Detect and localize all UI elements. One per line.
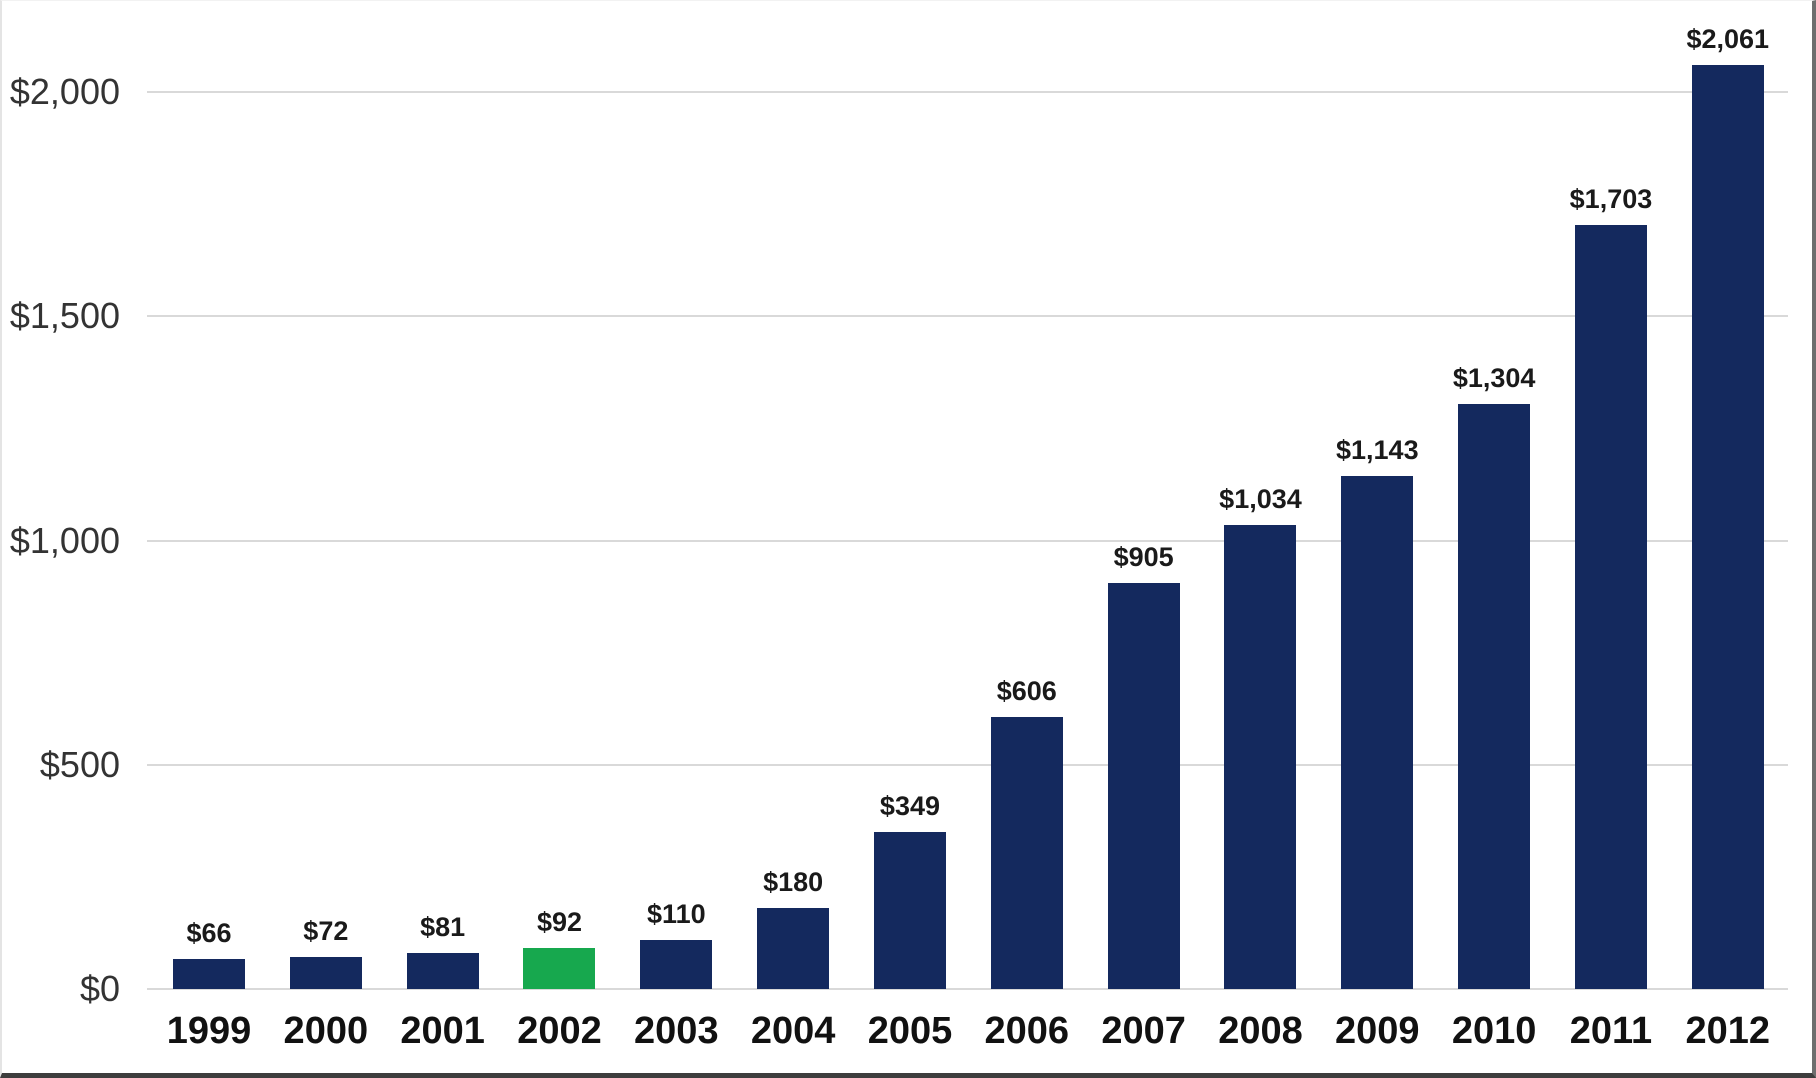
bar-value-label: $1,703 xyxy=(1569,184,1653,214)
bar-value-label: $905 xyxy=(1113,542,1174,572)
bar xyxy=(1574,225,1647,989)
bar xyxy=(406,953,479,989)
bar xyxy=(1224,525,1297,989)
x-tick-label: 2001 xyxy=(400,1010,485,1052)
bar-value-label: $606 xyxy=(996,676,1057,706)
bar-value-label: $180 xyxy=(763,867,824,897)
x-tick-label: 2006 xyxy=(984,1010,1070,1052)
bar-value-label: $1,304 xyxy=(1452,363,1536,393)
bar-value-label: $349 xyxy=(879,791,941,821)
bar xyxy=(1341,476,1414,989)
x-tick-label: 2007 xyxy=(1101,1010,1186,1052)
gridline xyxy=(147,763,1788,766)
x-tick-label: 2008 xyxy=(1218,1010,1303,1052)
bar xyxy=(523,948,596,989)
x-tick-label: 2010 xyxy=(1451,1010,1537,1052)
bar xyxy=(289,957,362,989)
gridline xyxy=(147,91,1788,93)
x-tick-label: 2002 xyxy=(517,1010,602,1052)
y-tick-label: $1,000 xyxy=(9,519,120,561)
y-tick-label: $0 xyxy=(79,968,120,1009)
bar-value-label: $66 xyxy=(186,918,232,948)
y-tick-label: $500 xyxy=(39,743,120,785)
x-tick-label: 2009 xyxy=(1335,1010,1420,1052)
bar-value-label: $1,034 xyxy=(1219,484,1302,514)
bar-value-label: $81 xyxy=(420,912,466,942)
y-tick-label: $1,500 xyxy=(9,295,120,337)
bar xyxy=(1458,404,1531,989)
bar xyxy=(640,940,713,989)
x-tick-label: 2011 xyxy=(1569,1010,1653,1052)
x-tick-label: 1999 xyxy=(166,1010,252,1052)
bar-value-label: $110 xyxy=(647,899,706,929)
bar xyxy=(757,908,830,989)
x-tick-label: 2003 xyxy=(634,1010,719,1052)
gridline xyxy=(147,988,1788,990)
bar-value-label: $1,143 xyxy=(1336,435,1419,465)
x-tick-label: 2005 xyxy=(867,1010,953,1052)
y-tick-label: $2,000 xyxy=(9,71,120,112)
bar-value-label: $92 xyxy=(536,907,583,937)
x-tick-label: 2012 xyxy=(1685,1010,1771,1052)
bar xyxy=(1691,65,1764,989)
bar-value-label: $72 xyxy=(303,916,349,946)
gridline xyxy=(147,315,1788,318)
bar xyxy=(873,832,946,989)
bar xyxy=(990,717,1063,989)
x-tick-label: 2004 xyxy=(750,1010,836,1052)
gridline xyxy=(147,539,1788,542)
bar xyxy=(1107,583,1180,989)
bar-value-label: $2,061 xyxy=(1686,24,1770,54)
bar xyxy=(173,959,245,989)
x-tick-label: 2000 xyxy=(283,1010,369,1052)
